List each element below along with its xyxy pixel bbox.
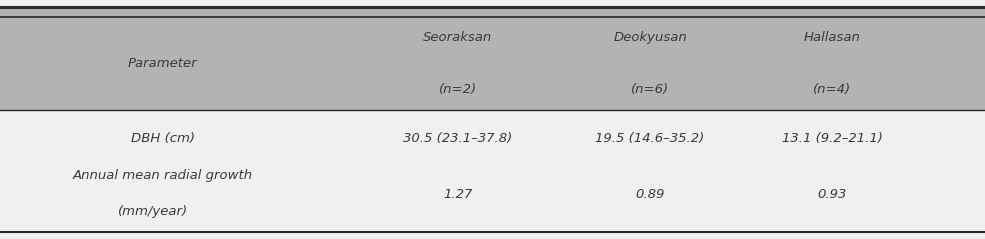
Text: (n=4): (n=4) bbox=[814, 83, 851, 96]
Text: (n=6): (n=6) bbox=[631, 83, 669, 96]
Text: 0.89: 0.89 bbox=[635, 188, 665, 201]
Text: 0.93: 0.93 bbox=[818, 188, 847, 201]
Text: Annual mean radial growth: Annual mean radial growth bbox=[73, 169, 252, 182]
Text: DBH (cm): DBH (cm) bbox=[131, 132, 194, 145]
Text: Parameter: Parameter bbox=[128, 57, 197, 70]
Text: 30.5 (23.1–37.8): 30.5 (23.1–37.8) bbox=[404, 132, 512, 145]
Text: (mm/year): (mm/year) bbox=[117, 205, 188, 218]
Text: (n=2): (n=2) bbox=[439, 83, 477, 96]
Text: 13.1 (9.2–21.1): 13.1 (9.2–21.1) bbox=[782, 132, 883, 145]
Text: 1.27: 1.27 bbox=[443, 188, 473, 201]
Text: Deokyusan: Deokyusan bbox=[614, 31, 687, 43]
Bar bbox=[0, 7, 985, 110]
Text: 19.5 (14.6–35.2): 19.5 (14.6–35.2) bbox=[596, 132, 704, 145]
Text: Seoraksan: Seoraksan bbox=[424, 31, 492, 43]
Text: Hallasan: Hallasan bbox=[804, 31, 861, 43]
